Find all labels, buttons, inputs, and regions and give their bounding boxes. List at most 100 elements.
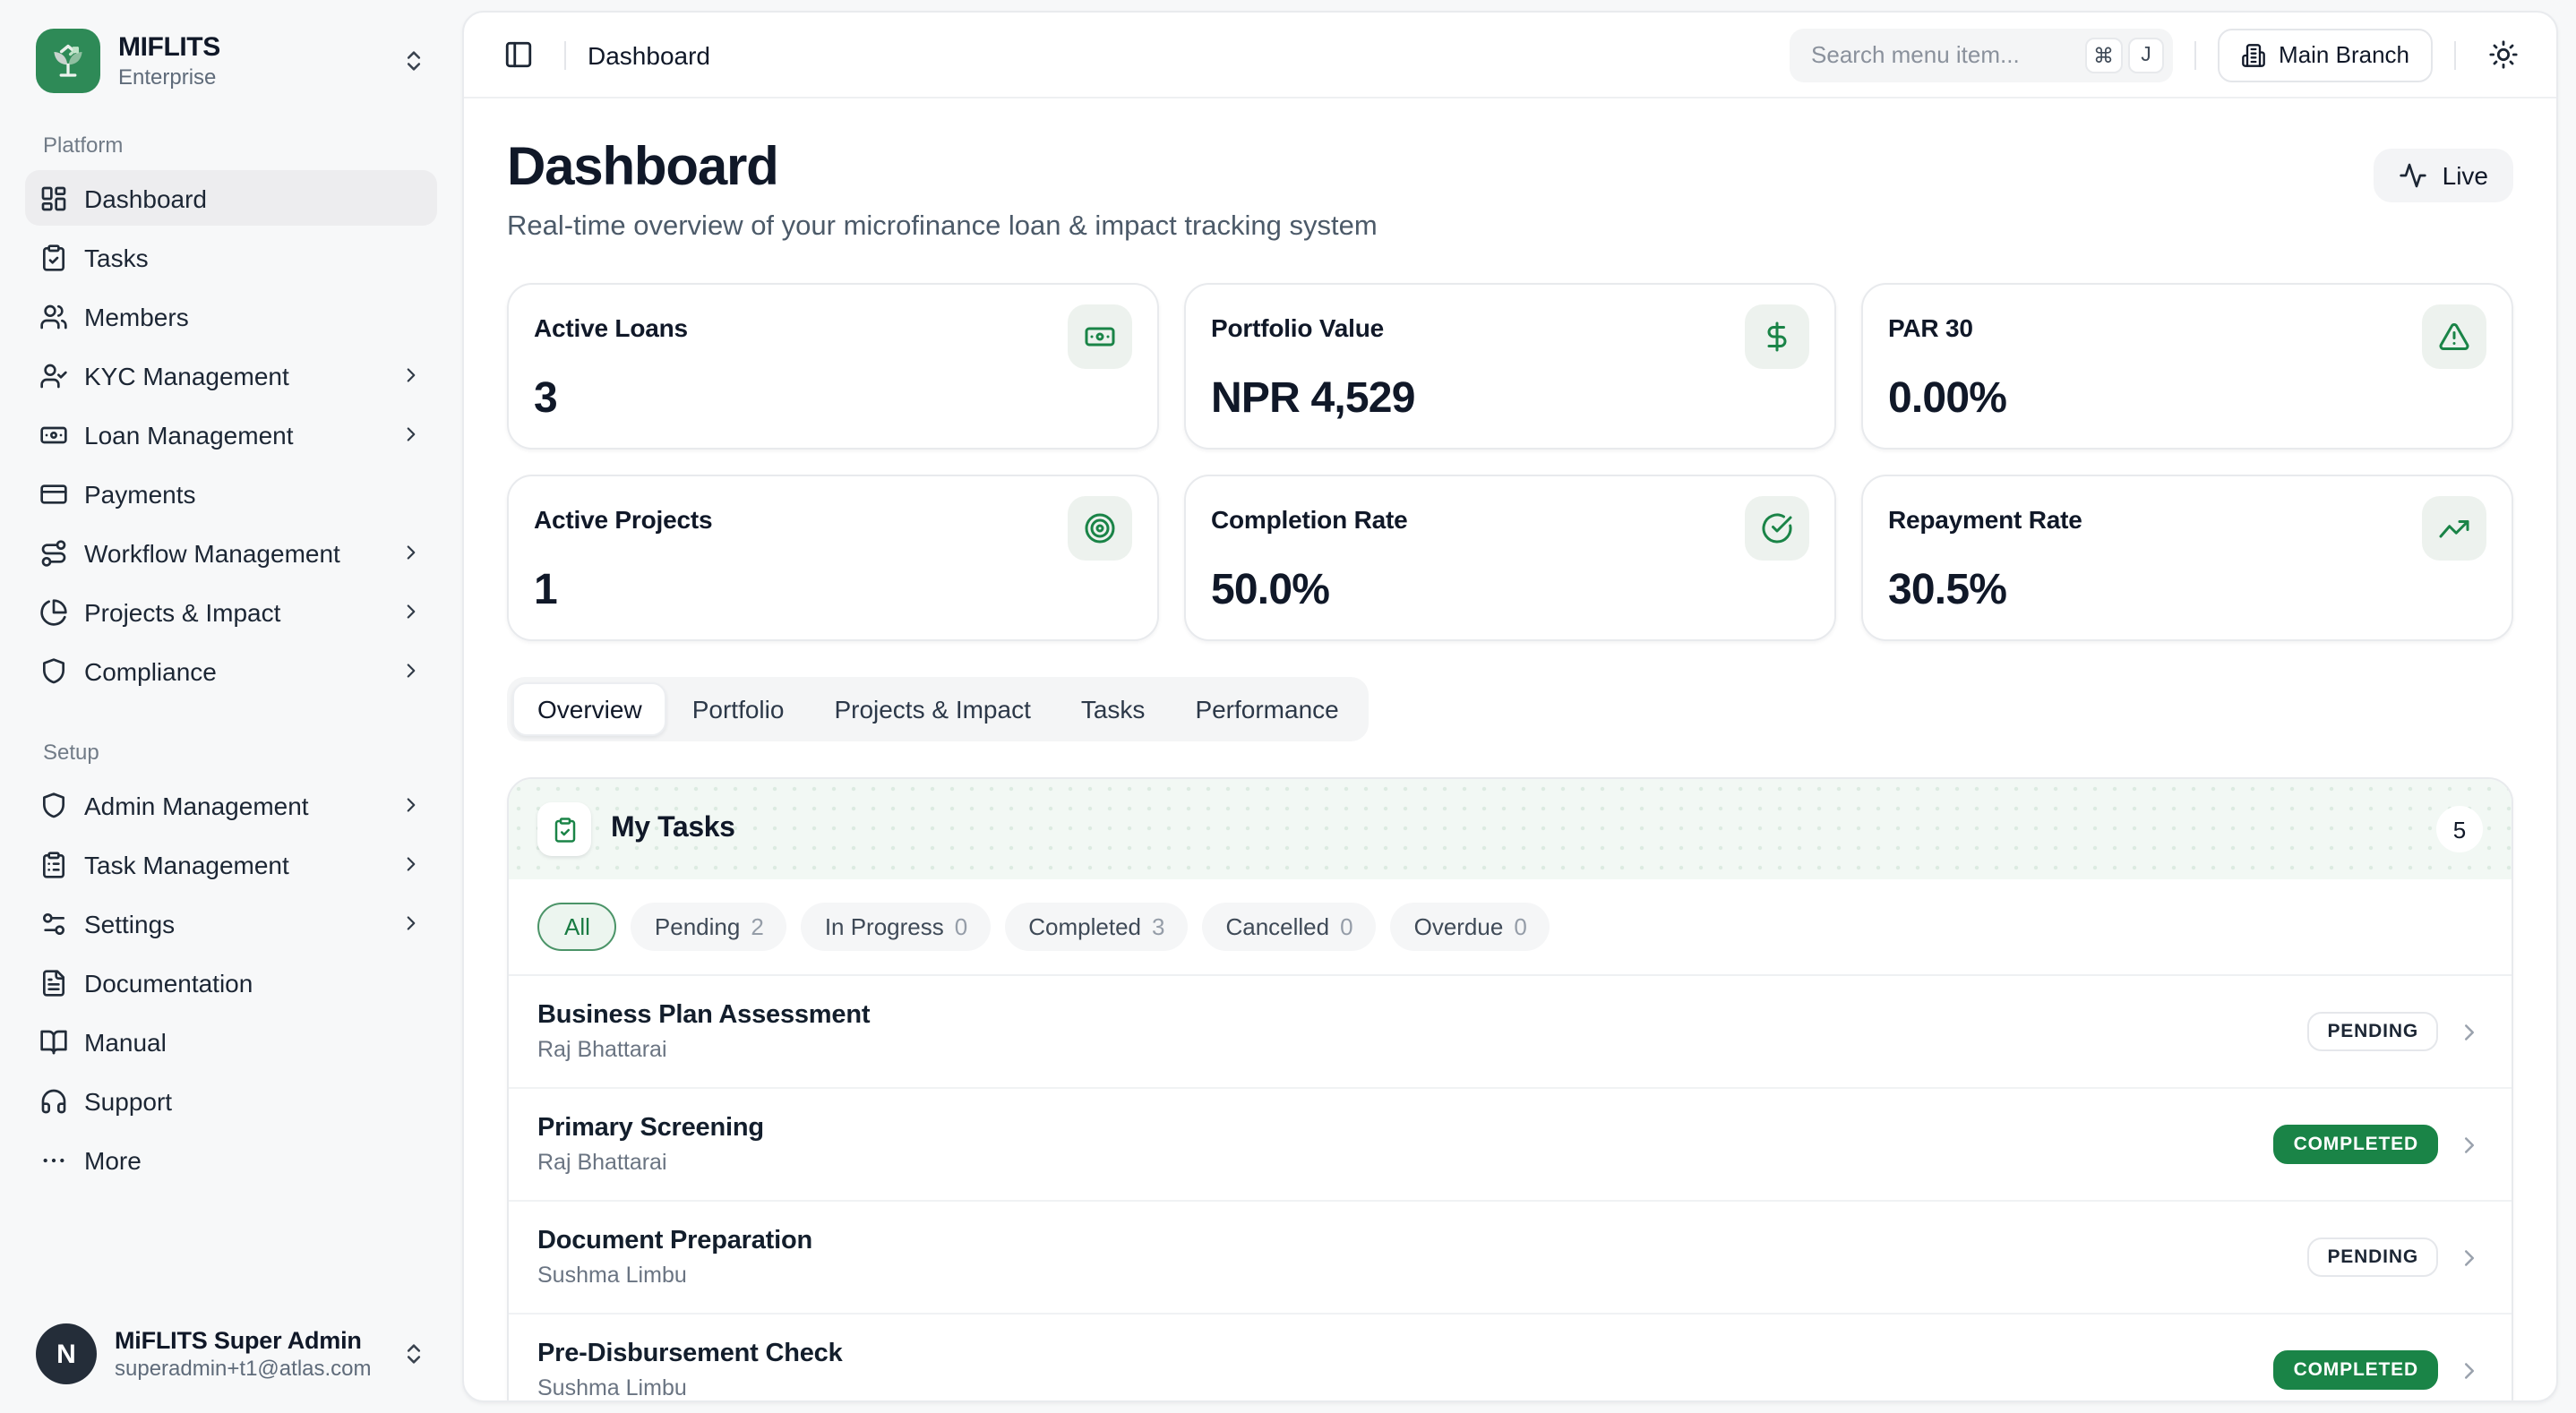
chevron-right-icon (399, 852, 423, 876)
sidebar-item-label: Projects & Impact (84, 597, 281, 626)
panel-left-icon (502, 39, 533, 70)
sidebar-item-members[interactable]: Members (25, 288, 437, 344)
sidebar-item-tasks[interactable]: Tasks (25, 229, 437, 285)
sidebar-group-setup: Setup (43, 740, 99, 765)
sidebar-item-label: Compliance (84, 656, 217, 685)
sidebar-item-more[interactable]: More (25, 1132, 437, 1187)
sidebar-item-kyc-management[interactable]: KYC Management (25, 347, 437, 403)
sidebar-item-label: Support (84, 1086, 173, 1115)
filter-label: Completed (1028, 913, 1141, 940)
stat-value: 30.5% (1888, 566, 2007, 614)
tab-tasks[interactable]: Tasks (1056, 682, 1171, 736)
chevrons-up-down-icon (401, 48, 426, 73)
user-check-icon (39, 361, 68, 390)
task-right: PENDING (2307, 1237, 2483, 1277)
page-title: Dashboard (507, 138, 779, 197)
sidebar-item-workflow-management[interactable]: Workflow Management (25, 525, 437, 580)
sidebar-item-admin-management[interactable]: Admin Management (25, 777, 437, 833)
status-badge: PENDING (2307, 1012, 2438, 1051)
user-menu[interactable]: N MiFLITS Super Admin superadmin+t1@atla… (25, 1313, 437, 1395)
task-row[interactable]: Document Preparation Sushma Limbu PENDIN… (509, 1200, 2512, 1313)
sidebar-toggle-button[interactable] (493, 30, 543, 80)
sidebar-item-label: Manual (84, 1027, 167, 1056)
chevron-right-icon (399, 793, 423, 817)
filter-chip-completed[interactable]: Completed 3 (1005, 903, 1189, 951)
my-tasks-title: My Tasks (611, 813, 735, 844)
task-row[interactable]: Pre-Disbursement Check Sushma Limbu COMP… (509, 1313, 2512, 1400)
stat-card-active-loans: Active Loans 3 (507, 283, 1159, 450)
page-head: Dashboard Real-time overview of your mic… (507, 138, 2513, 244)
live-label: Live (2442, 161, 2488, 190)
filter-chip-pending[interactable]: Pending 2 (631, 903, 787, 951)
stats-grid: Active Loans 3 Portfolio Value NPR 4,529… (507, 283, 2513, 641)
task-filters: All Pending 2 In Progress 0 Completed 3 (509, 879, 2512, 976)
sidebar-item-compliance[interactable]: Compliance (25, 643, 437, 698)
pie-chart-icon (39, 597, 68, 626)
topbar: Dashboard ⌘ J Main Branch (464, 13, 2556, 98)
org-plan: Enterprise (118, 64, 217, 89)
sidebar-item-support[interactable]: Support (25, 1073, 437, 1128)
sidebar-item-projects-impact[interactable]: Projects & Impact (25, 584, 437, 639)
sidebar-item-dashboard[interactable]: Dashboard (25, 170, 437, 226)
chevrons-up-down-icon (401, 1341, 426, 1366)
shortcut-keys: ⌘ J (2084, 37, 2165, 73)
filter-count: 2 (751, 913, 764, 940)
stat-label: Active Projects (534, 505, 713, 534)
stat-value: 3 (534, 374, 558, 423)
page-head-text: Dashboard Real-time overview of your mic… (507, 138, 1378, 244)
sliders-icon (39, 909, 68, 938)
task-row[interactable]: Business Plan Assessment Raj Bhattarai P… (509, 976, 2512, 1087)
user-text: MiFLITS Super Admin superadmin+t1@atlas.… (115, 1325, 372, 1383)
banknote-icon (1068, 304, 1132, 369)
theme-toggle-button[interactable] (2477, 30, 2528, 80)
sidebar-item-label: Members (84, 302, 189, 330)
shield-icon (39, 656, 68, 685)
sidebar-item-label: Payments (84, 479, 196, 508)
filter-label: Pending (654, 913, 741, 940)
tab-overview[interactable]: Overview (512, 682, 667, 736)
building-icon (2241, 42, 2266, 67)
sidebar-item-label: Workflow Management (84, 538, 340, 567)
cmd-key-badge: ⌘ (2084, 37, 2124, 73)
filter-count: 0 (954, 913, 968, 940)
alert-triangle-icon (2422, 304, 2486, 369)
sidebar-item-payments[interactable]: Payments (25, 466, 437, 521)
plant-growth-icon (54, 44, 82, 77)
filter-chip-overdue[interactable]: Overdue 0 (1390, 903, 1550, 951)
task-row[interactable]: Primary Screening Raj Bhattarai COMPLETE… (509, 1087, 2512, 1200)
sidebar-item-label: Loan Management (84, 420, 294, 449)
stat-card-par-30: PAR 30 0.00% (1861, 283, 2513, 450)
filter-chip-in-progress[interactable]: In Progress 0 (801, 903, 992, 951)
status-badge: PENDING (2307, 1237, 2438, 1277)
stat-value: 50.0% (1211, 566, 1330, 614)
tab-portfolio[interactable]: Portfolio (667, 682, 810, 736)
stat-value: 0.00% (1888, 374, 2007, 423)
org-switcher[interactable]: MIFLITS Enterprise (25, 21, 437, 100)
sidebar-item-task-management[interactable]: Task Management (25, 836, 437, 892)
sidebar-item-settings[interactable]: Settings (25, 895, 437, 951)
task-assignee: Sushma Limbu (537, 1263, 687, 1288)
filter-chip-cancelled[interactable]: Cancelled 0 (1202, 903, 1377, 951)
sidebar-item-label: Task Management (84, 850, 289, 878)
sidebar-item-label: Admin Management (84, 791, 309, 819)
sidebar-nav-setup: Admin Management Task Management Setting… (25, 775, 437, 1189)
tab-projects-impact[interactable]: Projects & Impact (809, 682, 1055, 736)
sidebar-item-manual[interactable]: Manual (25, 1014, 437, 1069)
sidebar-item-documentation[interactable]: Documentation (25, 955, 437, 1010)
tab-performance[interactable]: Performance (1170, 682, 1363, 736)
sidebar-item-label: More (84, 1145, 142, 1174)
main-panel: Dashboard ⌘ J Main Branch (462, 11, 2558, 1402)
activity-icon (2400, 161, 2428, 190)
branch-selector-button[interactable]: Main Branch (2218, 28, 2433, 81)
task-text: Document Preparation Sushma Limbu (537, 1227, 812, 1288)
filter-label: All (564, 913, 590, 940)
sidebar-group-platform: Platform (43, 133, 124, 158)
filter-chip-all[interactable]: All (537, 903, 617, 951)
user-name: MiFLITS Super Admin (115, 1327, 362, 1354)
workflow-route-icon (39, 538, 68, 567)
stat-card-repayment-rate: Repayment Rate 30.5% (1861, 475, 2513, 641)
sidebar-item-loan-management[interactable]: Loan Management (25, 407, 437, 462)
branch-label: Main Branch (2279, 41, 2409, 68)
stat-card-active-projects: Active Projects 1 (507, 475, 1159, 641)
org-text: MIFLITS Enterprise (118, 31, 220, 90)
